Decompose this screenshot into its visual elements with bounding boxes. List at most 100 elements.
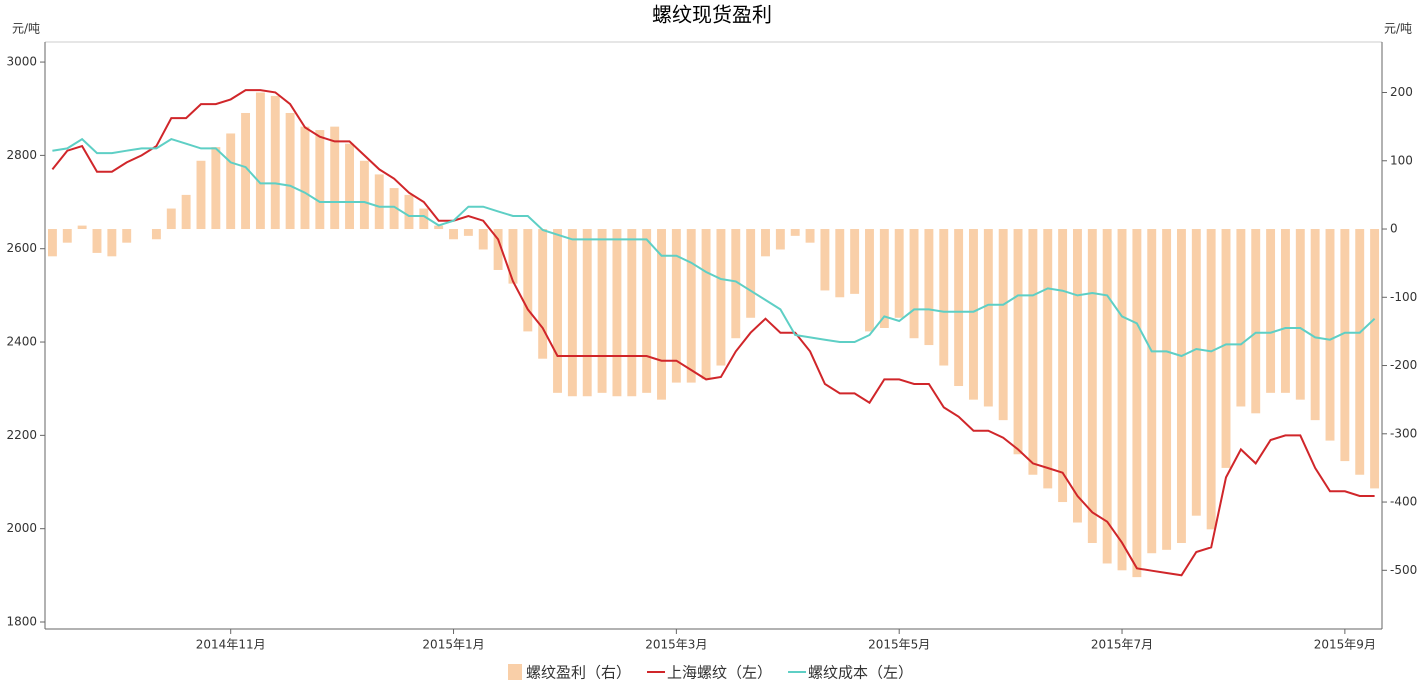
bar	[1043, 229, 1053, 489]
bar	[330, 126, 340, 230]
x-tick-label: 2015年7月	[1091, 638, 1153, 652]
y-tick-label: 1800	[6, 615, 37, 629]
y2-tick-label: -200	[1390, 358, 1417, 372]
y-tick-label: 2400	[6, 335, 37, 349]
bar	[686, 229, 696, 383]
bar	[508, 229, 518, 284]
y2-tick-label: 100	[1390, 153, 1413, 167]
bar	[701, 229, 711, 380]
y2-axis-unit: 元/吨	[1384, 22, 1412, 36]
bar	[1028, 229, 1038, 475]
line	[52, 137, 1376, 358]
bar	[731, 229, 741, 339]
y-tick-label: 2600	[6, 241, 37, 255]
bar	[523, 229, 533, 332]
bar	[241, 112, 251, 230]
bar	[998, 229, 1008, 421]
bar	[894, 229, 904, 318]
line	[51, 89, 1375, 577]
bar	[627, 229, 637, 397]
bar	[1310, 229, 1320, 421]
x-tick-label: 2015年3月	[645, 638, 707, 652]
bar	[790, 229, 800, 236]
bar	[746, 229, 756, 318]
bar	[642, 229, 652, 393]
bar	[716, 229, 726, 366]
y2-tick-label: -300	[1390, 426, 1417, 440]
bar	[835, 229, 845, 298]
bar	[1191, 229, 1201, 516]
bar	[1266, 229, 1276, 393]
x-tick-label: 2014年11月	[196, 638, 266, 652]
x-tick-label: 2015年1月	[422, 638, 484, 652]
bar	[567, 229, 577, 397]
bar	[389, 188, 399, 230]
legend-swatch	[508, 664, 522, 680]
bar	[345, 143, 354, 230]
bar	[879, 229, 889, 328]
y2-tick-label: 0	[1390, 222, 1398, 236]
bar	[1295, 229, 1305, 400]
bar	[1087, 229, 1097, 543]
bar	[62, 229, 72, 243]
x-tick-label: 2015年9月	[1314, 638, 1376, 652]
bar	[612, 229, 622, 397]
bar	[107, 229, 117, 257]
legend: 螺纹盈利（右） 上海螺纹（左） 螺纹成本（左）	[508, 664, 913, 682]
chart-title: 螺纹现货盈利	[652, 3, 772, 27]
bar	[909, 229, 919, 339]
bar	[805, 229, 815, 243]
bar	[671, 229, 681, 383]
bar	[1013, 229, 1023, 455]
bar	[47, 229, 57, 257]
bar	[657, 229, 666, 400]
bar	[1325, 229, 1335, 441]
bar	[493, 229, 503, 270]
bar	[1251, 229, 1261, 414]
y-tick-label: 2800	[6, 148, 37, 162]
bar	[374, 174, 384, 230]
bar	[151, 229, 161, 240]
bar	[553, 229, 562, 393]
bar	[597, 229, 607, 393]
bar	[582, 229, 592, 397]
bar	[404, 194, 414, 230]
bar	[761, 229, 770, 257]
bar	[1355, 229, 1365, 475]
bar	[226, 133, 236, 230]
bar	[1206, 229, 1216, 530]
y2-tick-label: -500	[1390, 563, 1417, 577]
y2-tick-label: 200	[1390, 85, 1413, 99]
bar	[1221, 229, 1231, 468]
legend-label: 螺纹盈利（右）	[526, 664, 631, 682]
bar	[983, 229, 993, 407]
bar	[1176, 229, 1186, 543]
bar	[359, 160, 369, 230]
bar	[196, 160, 206, 230]
bar	[300, 126, 310, 230]
bar	[1147, 229, 1157, 554]
y-axis-unit: 元/吨	[12, 22, 40, 36]
bar	[1058, 229, 1068, 503]
bar	[449, 229, 458, 240]
bar	[434, 225, 444, 230]
y2-tick-label: -400	[1390, 495, 1417, 509]
bar	[1340, 229, 1350, 462]
y-tick-label: 3000	[6, 55, 37, 69]
bar	[211, 147, 221, 230]
bar	[92, 229, 102, 253]
legend-label: 螺纹成本（左）	[808, 664, 913, 682]
bar	[419, 208, 429, 230]
bar	[954, 229, 964, 387]
bar	[285, 112, 295, 230]
legend-label: 上海螺纹（左）	[667, 664, 772, 682]
bar	[1370, 229, 1380, 489]
bar	[1102, 229, 1112, 564]
bar	[1280, 229, 1290, 393]
bar	[270, 95, 280, 230]
bar	[775, 229, 785, 250]
bar	[865, 229, 874, 332]
bar	[122, 229, 132, 243]
bar	[478, 229, 488, 250]
bar	[1117, 229, 1127, 571]
